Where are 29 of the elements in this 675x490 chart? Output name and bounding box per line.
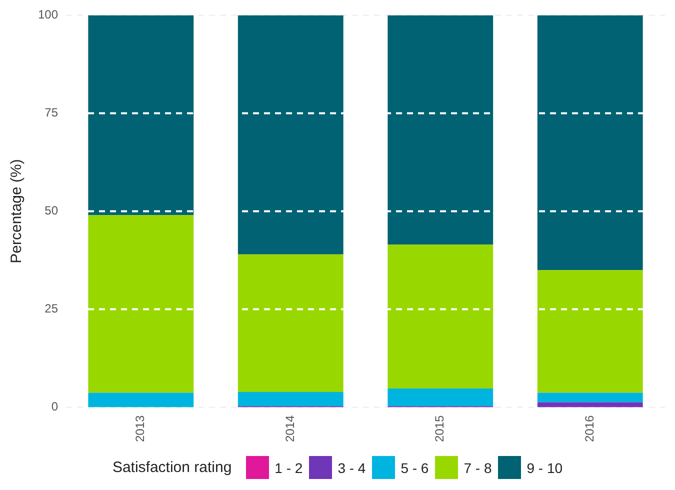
bar (238, 392, 344, 406)
x-tick-label: 2013 (133, 414, 148, 442)
bar (537, 270, 643, 393)
x-tick-label: 2016 (582, 414, 596, 442)
bar (88, 215, 194, 393)
bar (388, 388, 494, 406)
legend-label: 7 - 8 (464, 460, 492, 476)
y-axis-title: Percentage (%) (8, 159, 26, 264)
bar (388, 244, 494, 388)
bar (537, 15, 643, 270)
bar (537, 392, 643, 402)
legend-label: 9 - 10 (526, 460, 563, 476)
legend-title: Satisfaction rating (112, 459, 232, 476)
bar (238, 254, 344, 392)
bar (238, 15, 344, 254)
bar (88, 15, 194, 216)
legend-label: 1 - 2 (274, 460, 303, 476)
y-tick-label: 75 (44, 106, 58, 120)
x-tick-label: 2014 (282, 414, 297, 442)
bar (88, 392, 194, 408)
y-tick-label: 100 (38, 8, 58, 22)
bar (537, 402, 643, 408)
legend-label: 3 - 4 (338, 460, 366, 476)
bar (388, 15, 494, 245)
x-tick-label: 2015 (432, 414, 447, 442)
legend-label: 5 - 6 (400, 460, 429, 476)
y-tick-label: 25 (44, 302, 58, 316)
y-tick-label: 0 (51, 400, 58, 414)
y-tick-label: 50 (44, 204, 58, 218)
